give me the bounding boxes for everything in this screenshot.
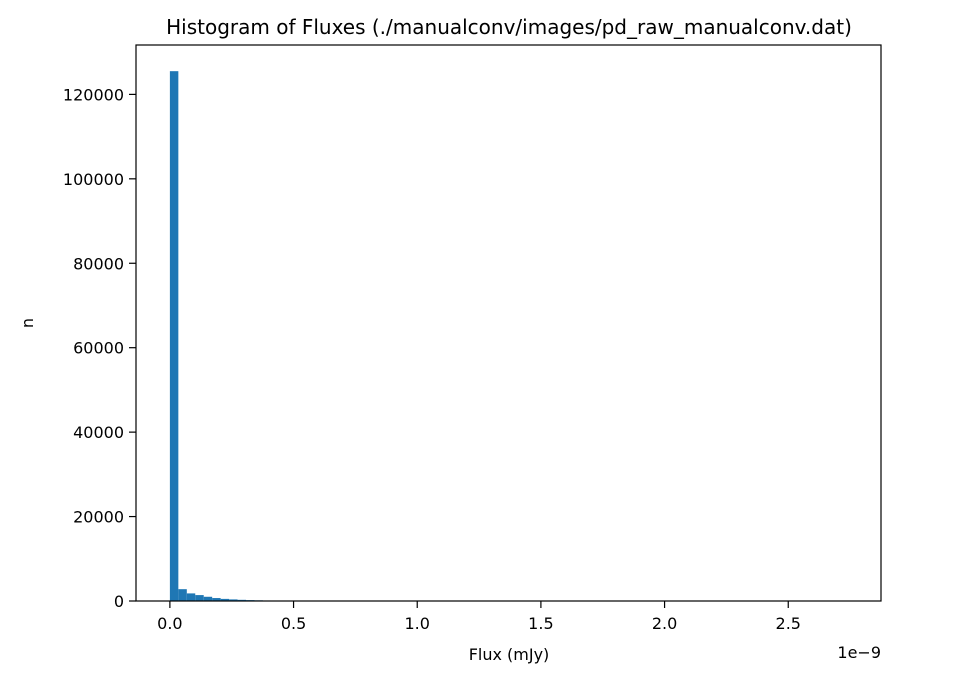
x-axis-ticks: 0.0 0.5 1.0 1.5 2.0 2.5 — [157, 601, 801, 633]
bars-group — [169, 71, 847, 602]
x-tick-label: 0.5 — [281, 614, 306, 633]
y-tick-label: 80000 — [73, 254, 124, 273]
y-tick-label: 120000 — [63, 85, 124, 104]
x-tick-label: 1.0 — [405, 614, 430, 633]
histogram-bar — [229, 599, 238, 601]
histogram-bar — [212, 598, 221, 601]
histogram-bar — [178, 589, 187, 601]
y-axis-ticks: 0 20000 40000 60000 80000 100000 120000 — [63, 85, 136, 611]
histogram-bar — [186, 593, 196, 601]
x-tick-label: 2.5 — [776, 614, 801, 633]
y-tick-label: 0 — [114, 592, 124, 611]
x-tick-label: 1.5 — [528, 614, 553, 633]
x-offset-label: 1e−9 — [837, 643, 881, 662]
y-axis-label: n — [18, 318, 37, 328]
x-axis-label: Flux (mJy) — [469, 645, 550, 664]
histogram-bar — [220, 598, 230, 601]
chart-title: Histogram of Fluxes (./manualconv/images… — [166, 15, 852, 39]
plot-frame — [135, 44, 882, 602]
y-tick-label: 40000 — [73, 423, 124, 442]
y-tick-label: 60000 — [73, 339, 124, 358]
histogram-bar — [169, 71, 179, 602]
y-tick-label: 100000 — [63, 170, 124, 189]
histogram-bar — [203, 596, 213, 601]
x-tick-label: 0.0 — [157, 614, 182, 633]
histogram-bar — [195, 595, 204, 601]
x-tick-label: 2.0 — [652, 614, 677, 633]
y-tick-label: 20000 — [73, 508, 124, 527]
